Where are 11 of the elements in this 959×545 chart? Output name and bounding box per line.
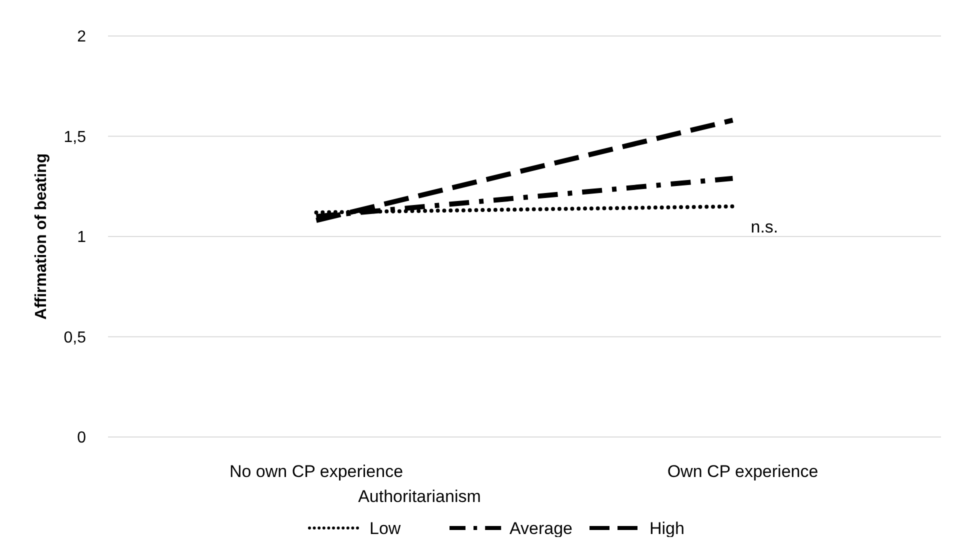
y-axis-title: Affirmation of beating (33, 153, 50, 320)
x-axis-title: Authoritarianism (358, 487, 481, 506)
y-tick-label: 0 (77, 430, 86, 447)
legend-label: Low (370, 518, 402, 538)
y-tick-label: 1,5 (64, 128, 86, 146)
annotation: n.s. (750, 217, 778, 236)
x-tick-label: No own CP experience (229, 462, 404, 481)
y-tick-label: 2 (77, 28, 86, 46)
x-tick-label: Own CP experience (667, 462, 818, 481)
y-tick-label: 0,5 (64, 329, 86, 346)
y-tick-label: 1 (77, 229, 86, 246)
